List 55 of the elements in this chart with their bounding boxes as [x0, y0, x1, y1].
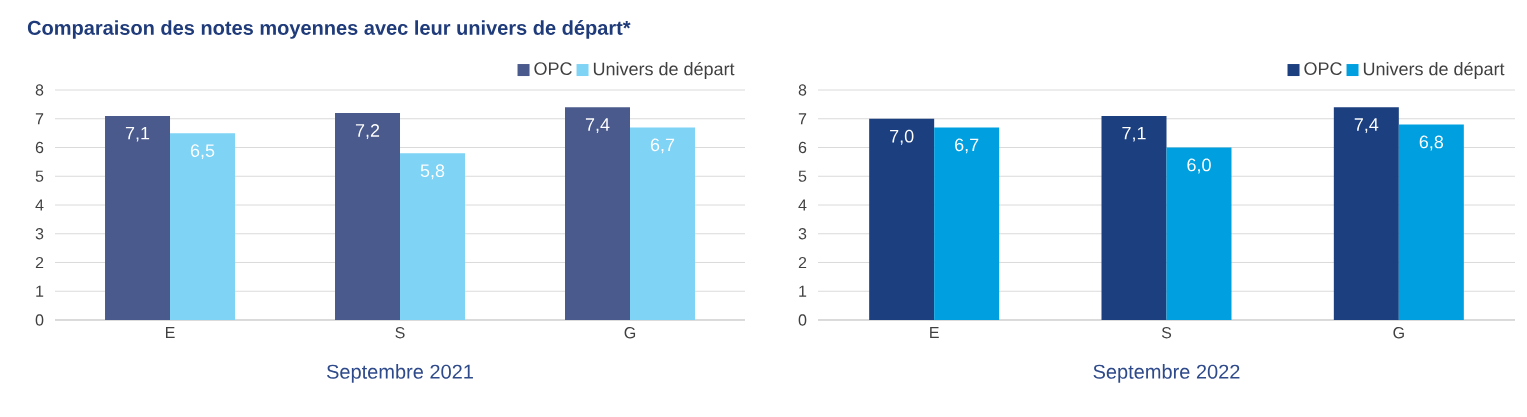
y-tick-label: 2 [798, 256, 807, 269]
data-label: 6,0 [1187, 158, 1211, 174]
x-tick-label: G [624, 327, 636, 339]
y-tick-label: 6 [798, 141, 807, 154]
y-tick-label: 0 [798, 314, 807, 326]
x-axis-title: Septembre 2021 [326, 364, 473, 383]
data-label: 7,2 [355, 124, 380, 139]
bar [170, 133, 236, 320]
bar [335, 113, 401, 320]
data-label: 7,0 [890, 129, 914, 145]
data-label: 7,4 [1354, 118, 1379, 133]
y-tick-label: 8 [35, 84, 44, 96]
legend-label: OPC [1304, 62, 1342, 76]
bar [105, 115, 171, 320]
data-label: 7,1 [1122, 126, 1146, 142]
data-label: 6,7 [650, 138, 675, 154]
x-tick-label: G [1393, 327, 1404, 339]
y-tick-label: 5 [35, 170, 44, 182]
data-label: 6,8 [1419, 135, 1444, 151]
data-label: 5,8 [420, 164, 445, 180]
y-tick-label: 4 [35, 199, 44, 211]
bar [1166, 147, 1232, 320]
y-tick-label: 7 [798, 113, 807, 125]
x-tick-label: S [395, 327, 405, 339]
y-tick-label: 2 [35, 256, 44, 269]
y-tick-label: 1 [799, 285, 807, 297]
data-label: 7,4 [585, 118, 610, 133]
x-tick-label: E [166, 327, 175, 339]
x-axis-title: Septembre 2022 [1093, 364, 1240, 383]
bar [1398, 124, 1464, 320]
y-tick-label: 7 [35, 113, 44, 125]
bar [869, 118, 935, 320]
y-tick-label: 8 [798, 84, 807, 96]
bar [400, 153, 466, 320]
y-tick-label: 0 [35, 314, 44, 326]
y-tick-label: 1 [36, 285, 44, 297]
y-tick-label: 5 [798, 170, 807, 182]
data-label: 6,7 [955, 138, 979, 154]
bar [1101, 115, 1167, 320]
bar [1333, 107, 1399, 320]
legend-label: Univers de départ [1363, 61, 1505, 79]
x-tick-label: S [1161, 327, 1172, 339]
legend-label: OPC [534, 62, 572, 76]
data-label: 7,1 [125, 126, 150, 142]
data-label: 6,5 [190, 144, 215, 160]
y-tick-label: 3 [798, 228, 807, 240]
bar [565, 107, 630, 320]
y-tick-label: 6 [35, 141, 44, 154]
chart-title: Comparaison des notes moyennes avec leur univers de départ* [27, 20, 631, 39]
bar [630, 127, 695, 320]
x-tick-label: E [930, 327, 939, 339]
legend-label: Univers de départ [593, 61, 735, 79]
bar [934, 127, 1000, 320]
y-tick-label: 3 [35, 228, 44, 240]
y-tick-label: 4 [798, 199, 807, 211]
